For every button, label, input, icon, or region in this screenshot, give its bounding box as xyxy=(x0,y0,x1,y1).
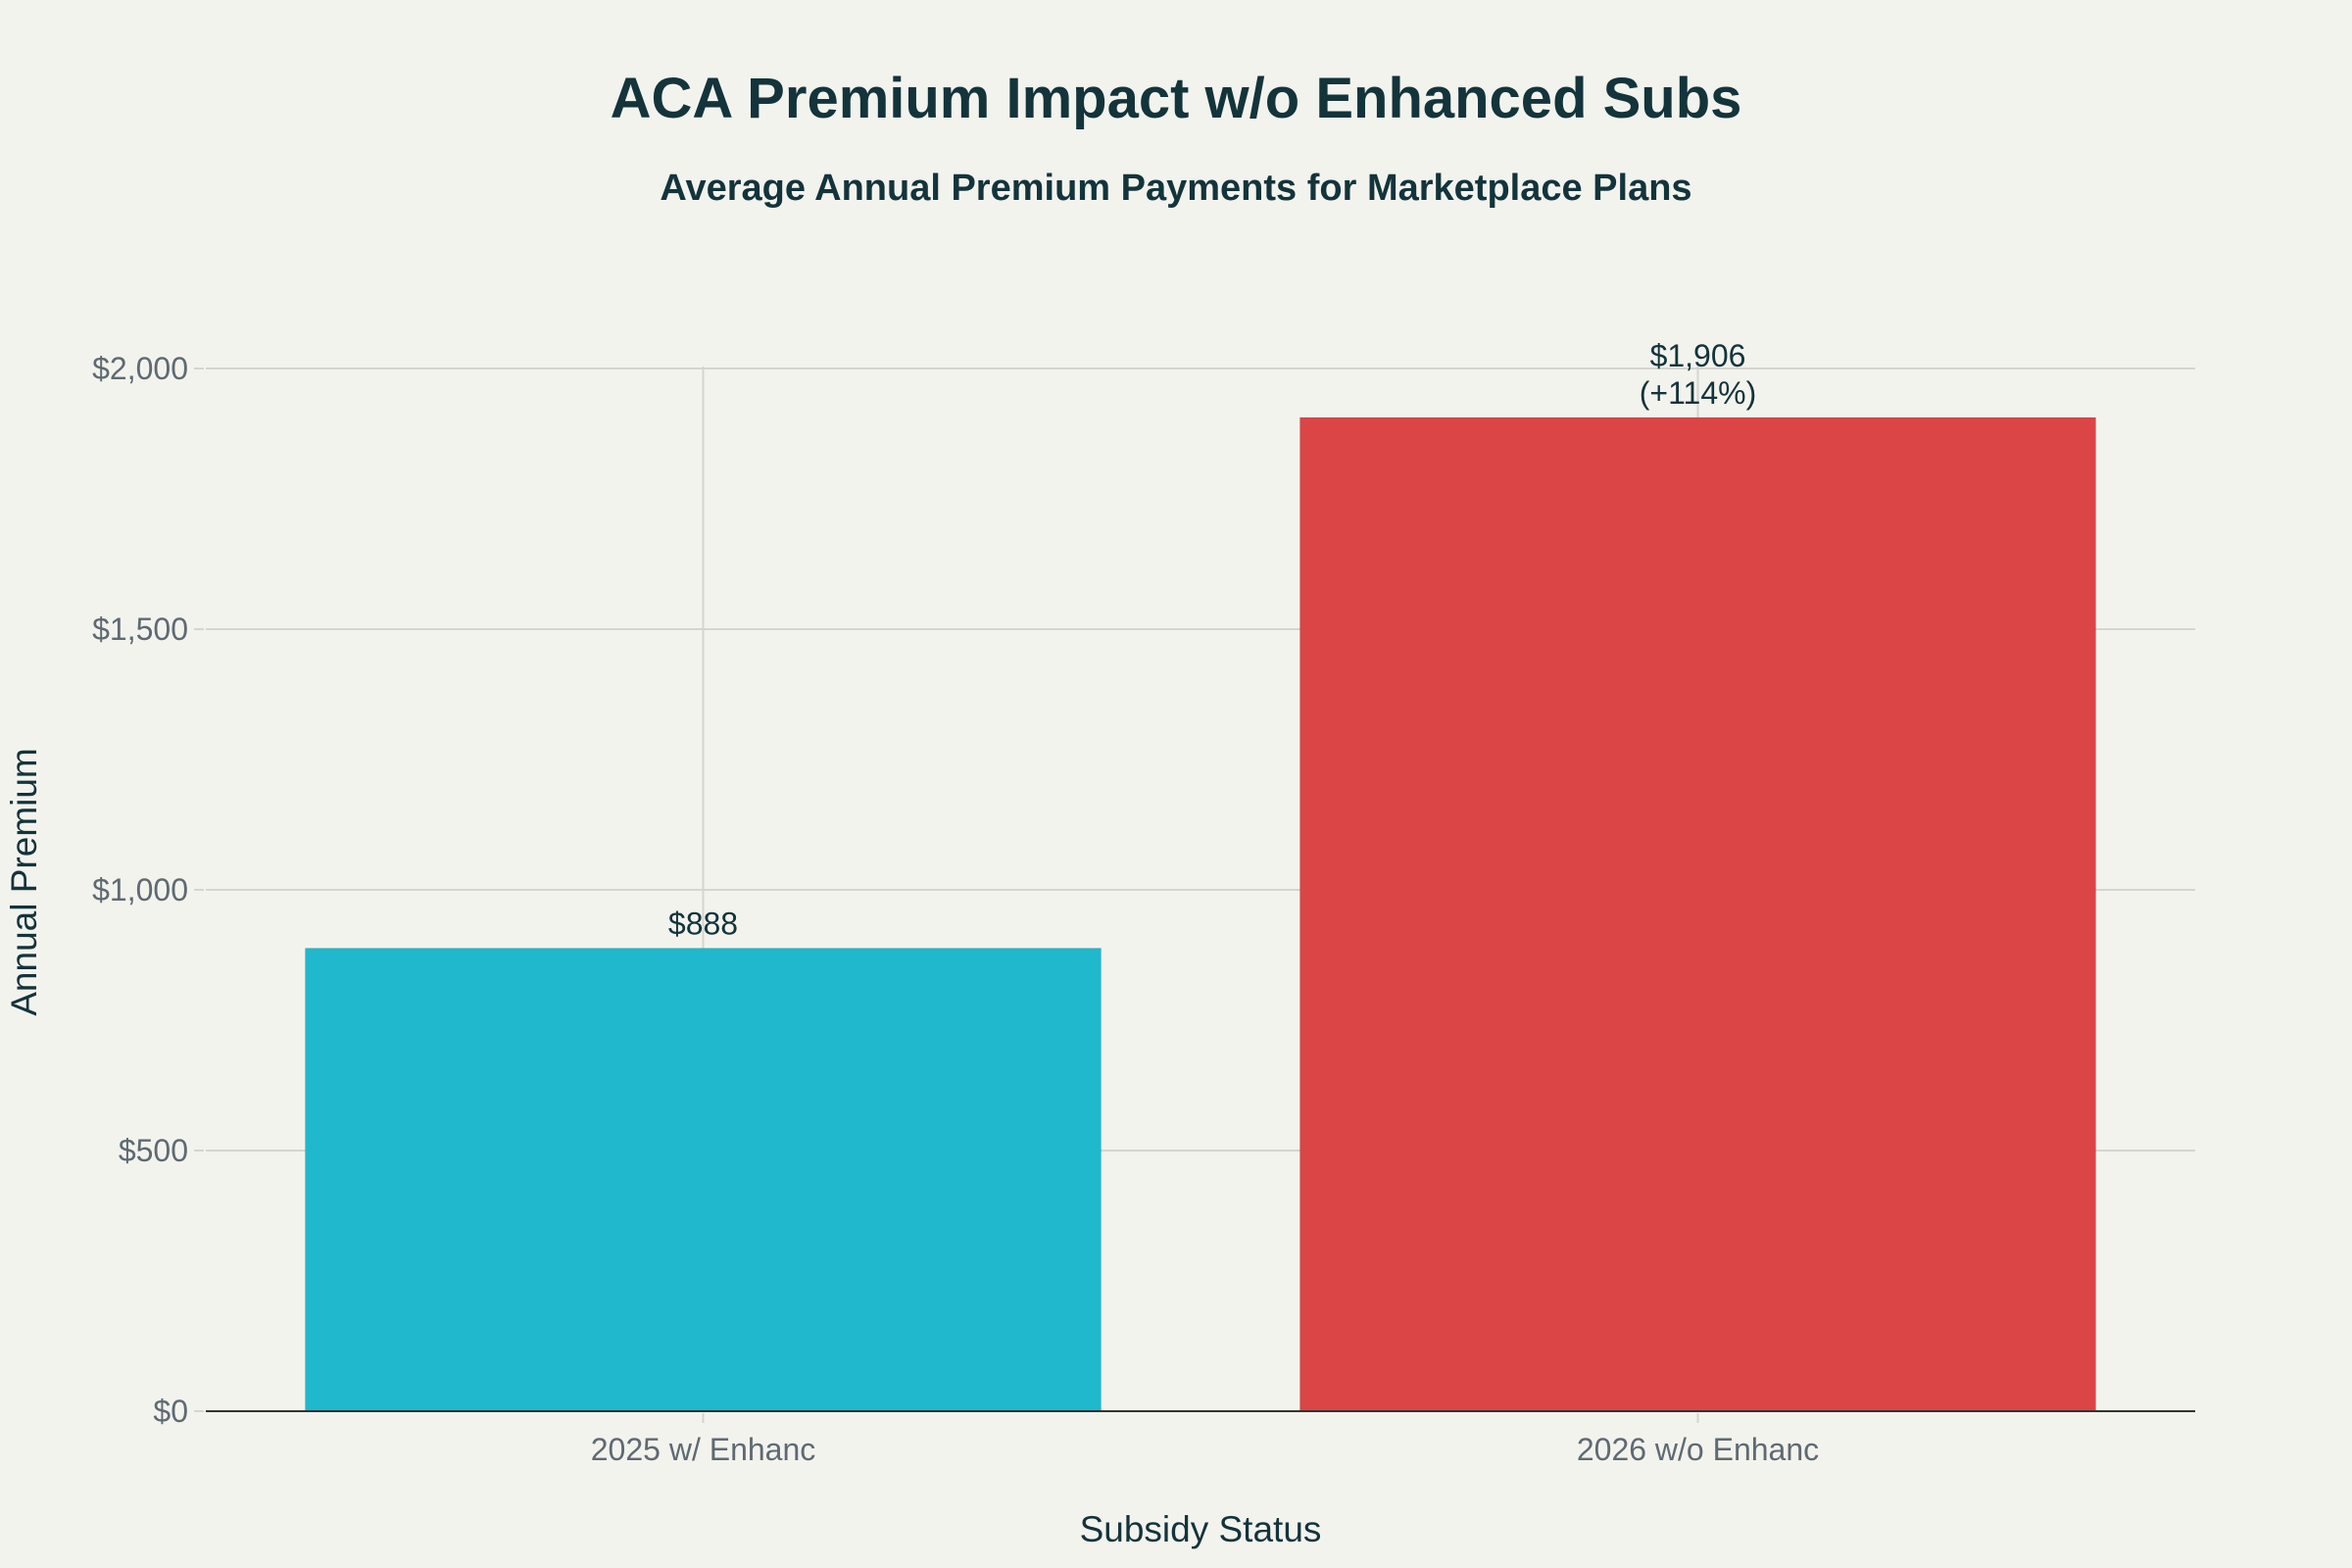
axes: $0 $500 $1,000 $1,500 $2,000 2025 w/ Enhanc 20… xyxy=(92,351,2195,1467)
x-tick-label: 2025 w/ Enhanc xyxy=(591,1432,816,1467)
data-label: $1,906 xyxy=(1650,338,1746,373)
data-label: $888 xyxy=(668,906,738,942)
y-tick-label: $1,500 xyxy=(92,612,188,647)
bars xyxy=(305,416,2096,1412)
bar-2[interactable] xyxy=(1299,416,2096,1412)
data-labels: $888 $1,906(+114%) xyxy=(668,338,1756,942)
y-axis-title: Annual Premium xyxy=(4,748,44,1016)
chart-title: ACA Premium Impact w/o Enhanced Subs xyxy=(611,67,1742,130)
y-tick-label: $2,000 xyxy=(92,351,188,386)
y-tick-label: $500 xyxy=(119,1133,188,1168)
y-tick-label: $0 xyxy=(153,1394,188,1429)
x-axis-title: Subsidy Status xyxy=(1080,1509,1322,1549)
data-label: (+114%) xyxy=(1640,375,1756,411)
bar-1[interactable] xyxy=(305,948,1102,1412)
y-tick-label: $1,000 xyxy=(92,872,188,907)
x-tick-label: 2026 w/o Enhanc xyxy=(1577,1432,1819,1467)
chart-subtitle: Average Annual Premium Payments for Mark… xyxy=(660,168,1691,209)
